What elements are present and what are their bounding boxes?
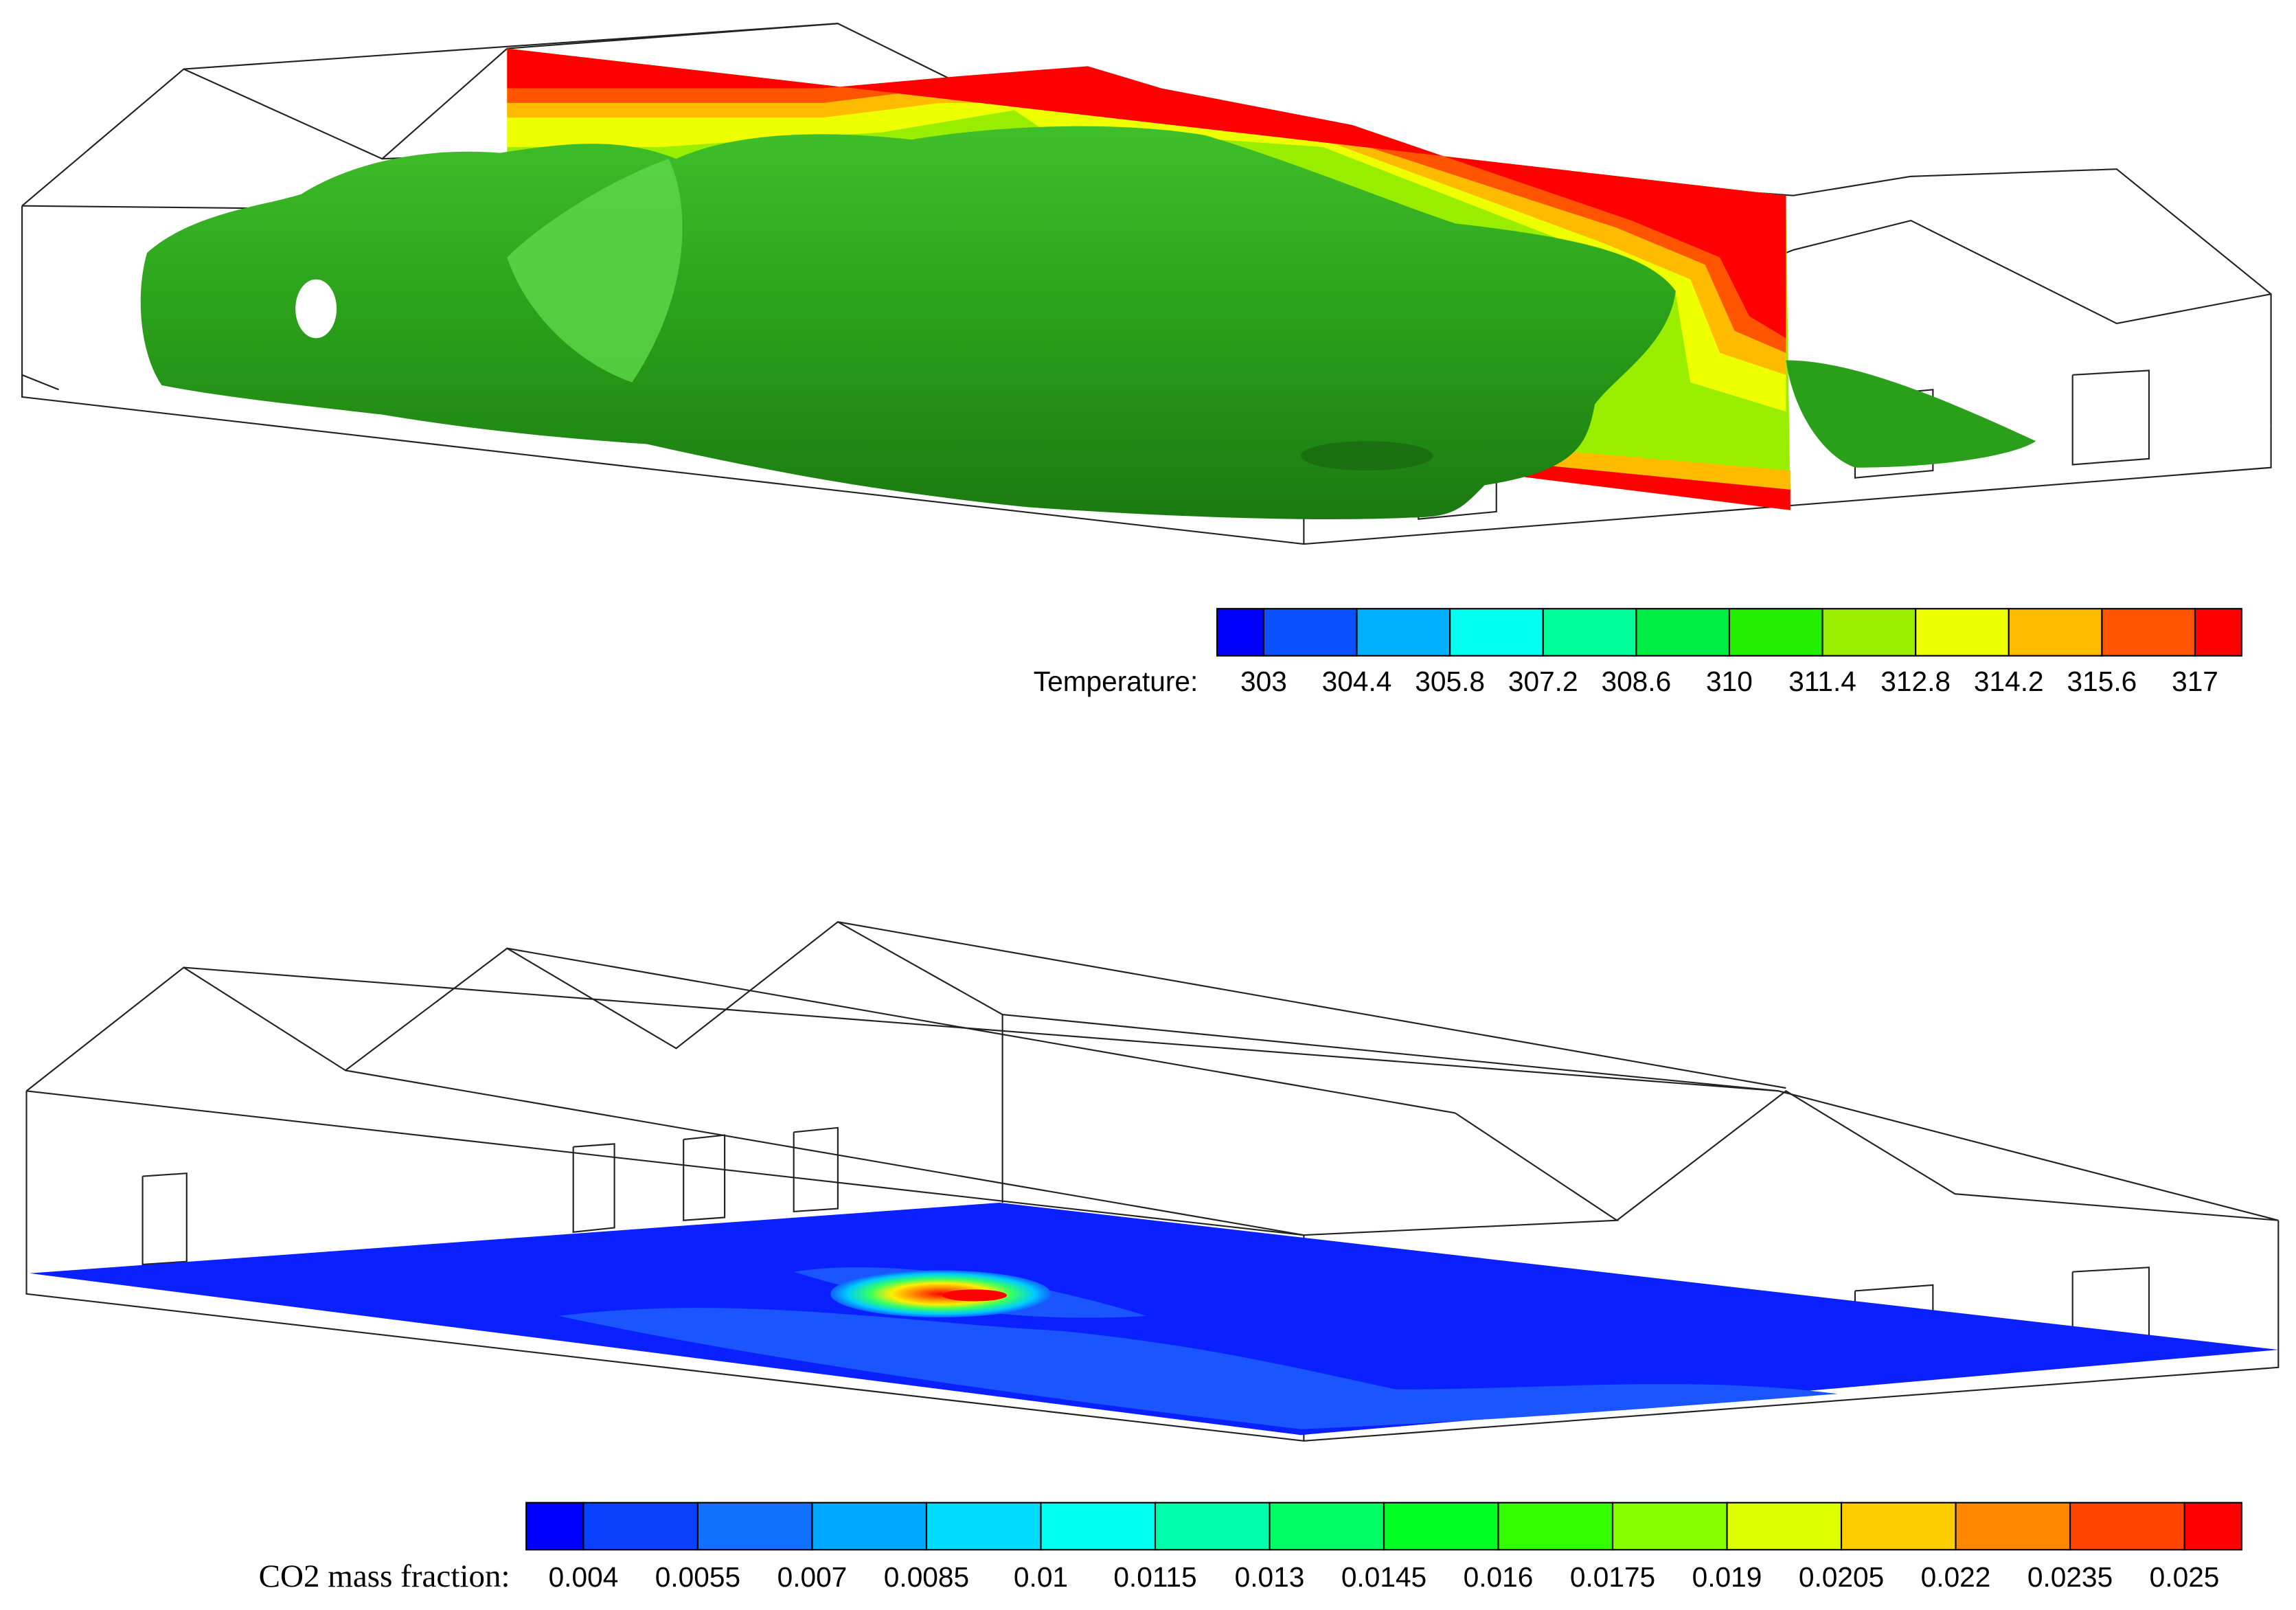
co2-floor-contour <box>29 1203 2279 1436</box>
colorbar-swatch <box>1269 1501 1385 1551</box>
colorbar-level-label: 0.0175 <box>1570 1561 1655 1593</box>
colorbar-level-label: 310 <box>1706 666 1753 697</box>
colorbar-swatch <box>811 1501 928 1551</box>
colorbar-level-label: 0.01 <box>1014 1561 1068 1593</box>
colorbar-swatch <box>1821 608 1917 657</box>
colorbar-level-label: 311.4 <box>1788 666 1856 697</box>
colorbar-swatch <box>1611 1501 1728 1551</box>
colorbar-swatch <box>1635 608 1731 657</box>
colorbar-level-label: 0.0115 <box>1113 1561 1196 1593</box>
colorbar-swatch <box>582 1501 699 1551</box>
colorbar-swatch <box>1040 1501 1157 1551</box>
colorbar-swatch <box>1497 1501 1614 1551</box>
colorbar-level-label: 308.6 <box>1601 666 1671 697</box>
colorbar-level-label: 314.2 <box>1974 666 2044 697</box>
colorbar-swatch <box>1262 608 1358 657</box>
colorbar-swatch <box>2008 608 2103 657</box>
colorbar-swatch <box>2101 608 2196 657</box>
colorbar-swatch <box>1542 608 1637 657</box>
colorbar-level-label: 0.016 <box>1464 1561 1534 1593</box>
colorbar-level-label: 0.019 <box>1692 1561 1762 1593</box>
colorbar-level-label: 0.004 <box>549 1561 619 1593</box>
colorbar-swatch <box>1216 608 1264 657</box>
colorbar-title: Temperature: <box>1034 666 1198 697</box>
colorbar-title: CO2 mass fraction: <box>259 1558 510 1594</box>
colorbar-level-label: 0.0085 <box>884 1561 969 1593</box>
colorbar-level-label: 305.8 <box>1415 666 1485 697</box>
colorbar-swatch <box>1383 1501 1499 1551</box>
colorbar-level-label: 315.6 <box>2067 666 2137 697</box>
colorbar-level-label: 0.022 <box>1921 1561 1991 1593</box>
colorbar-level-label: 317 <box>2172 666 2218 697</box>
colorbar-level-label: 312.8 <box>1880 666 1951 697</box>
colorbar-swatch <box>1840 1501 1957 1551</box>
colorbar-level-label: 307.2 <box>1508 666 1578 697</box>
colorbar-swatch <box>525 1501 584 1551</box>
colorbar-swatch <box>696 1501 813 1551</box>
colorbar-level-label: 0.0055 <box>655 1561 740 1593</box>
colorbar-swatch <box>1154 1501 1271 1551</box>
colorbar-swatch <box>1728 608 1823 657</box>
colorbar-level-label: 0.025 <box>2150 1561 2220 1593</box>
colorbar-swatch <box>1955 1501 2071 1551</box>
temperature-isosurface <box>140 126 2036 519</box>
colorbar-swatch <box>2069 1501 2185 1551</box>
colorbar-level-label: 303 <box>1240 666 1287 697</box>
colorbars: 303 304.4 305.8 307.2 308.6 310 311.4 312.8 314.… <box>259 608 2242 1594</box>
colorbar-swatch <box>2183 1501 2242 1551</box>
colorbar-swatch <box>1356 608 1451 657</box>
colorbar-level-label: 304.4 <box>1322 666 1392 697</box>
colorbar-level-label: 0.007 <box>777 1561 848 1593</box>
colorbar-level-label: 0.013 <box>1235 1561 1305 1593</box>
colorbar-swatch <box>2194 608 2242 657</box>
colorbar-level-label: 0.0235 <box>2027 1561 2113 1593</box>
colorbar-swatch <box>1449 608 1544 657</box>
colorbar-level-label: 0.0145 <box>1341 1561 1427 1593</box>
colorbar-swatch <box>1915 608 2010 657</box>
colorbar-swatch <box>925 1501 1042 1551</box>
colorbar-level-label: 0.0205 <box>1799 1561 1884 1593</box>
colorbar-swatch <box>1726 1501 1843 1551</box>
